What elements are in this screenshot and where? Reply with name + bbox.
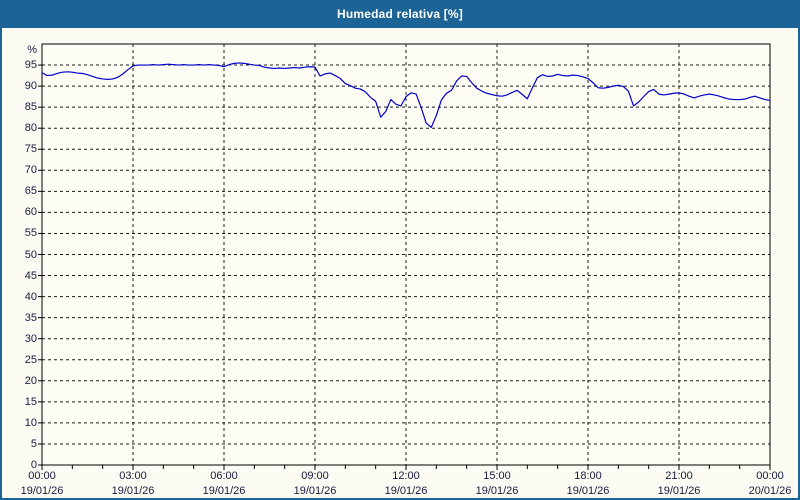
- x-axis-tick-time-label: 00:00: [28, 470, 56, 482]
- x-axis-tick-date-label: 19/01/26: [657, 485, 701, 497]
- x-axis-tick-date-label: 19/01/26: [475, 485, 519, 497]
- y-axis-tick-label: 60: [24, 206, 37, 219]
- y-axis-tick-label: 5: [30, 437, 37, 450]
- y-axis-tick-label: 95: [24, 59, 37, 72]
- y-axis-tick-label: 70: [24, 164, 37, 177]
- y-axis-tick-label: 30: [24, 332, 37, 345]
- x-axis-tick-date-label: 20/01/26: [748, 485, 792, 497]
- humidity-chart-plot: [38, 43, 771, 470]
- y-axis-tick-label: 85: [24, 101, 37, 114]
- y-axis-tick-label: 65: [24, 185, 37, 198]
- x-axis-tick-time-label: 21:00: [665, 470, 693, 482]
- y-axis-tick-label: 40: [24, 290, 37, 303]
- x-axis-tick-time-label: 03:00: [119, 470, 147, 482]
- y-axis-tick-label: 50: [24, 248, 37, 261]
- y-axis-tick-label: 75: [24, 143, 37, 156]
- y-axis-unit-label: %: [27, 44, 37, 57]
- y-axis-tick-label: 90: [24, 80, 37, 93]
- x-axis-tick-time-label: 09:00: [301, 470, 329, 482]
- x-axis-tick-time-label: 06:00: [210, 470, 238, 482]
- x-axis-tick-date-label: 19/01/26: [384, 485, 428, 497]
- humidity-line-series: [41, 62, 771, 128]
- y-axis-tick-label: 15: [24, 395, 37, 408]
- x-axis-tick-date-label: 19/01/26: [111, 485, 155, 497]
- y-axis-tick-label: 20: [24, 374, 37, 387]
- y-axis-tick-label: 80: [24, 122, 37, 135]
- x-axis-tick-time-label: 18:00: [574, 470, 602, 482]
- x-axis-tick-date-label: 19/01/26: [202, 485, 246, 497]
- x-axis-tick-date-label: 19/01/26: [20, 485, 64, 497]
- x-axis-tick-time-label: 00:00: [756, 470, 784, 482]
- y-axis-tick-label: 45: [24, 269, 37, 282]
- y-axis-tick-label: 35: [24, 311, 37, 324]
- x-axis-tick-time-label: 12:00: [392, 470, 420, 482]
- y-axis-tick-label: 0: [30, 459, 37, 471]
- chart-title: Humedad relativa [%]: [336, 7, 464, 21]
- title-bar: Humedad relativa [%]: [2, 2, 798, 28]
- y-axis-tick-label: 55: [24, 227, 37, 240]
- y-axis-tick-label: 10: [24, 416, 37, 429]
- x-axis-tick-time-label: 15:00: [483, 470, 511, 482]
- x-axis-tick-date-label: 19/01/26: [293, 485, 337, 497]
- x-axis-tick-date-label: 19/01/26: [566, 485, 610, 497]
- y-axis-tick-label: 25: [24, 353, 37, 366]
- plot-border: [41, 43, 771, 466]
